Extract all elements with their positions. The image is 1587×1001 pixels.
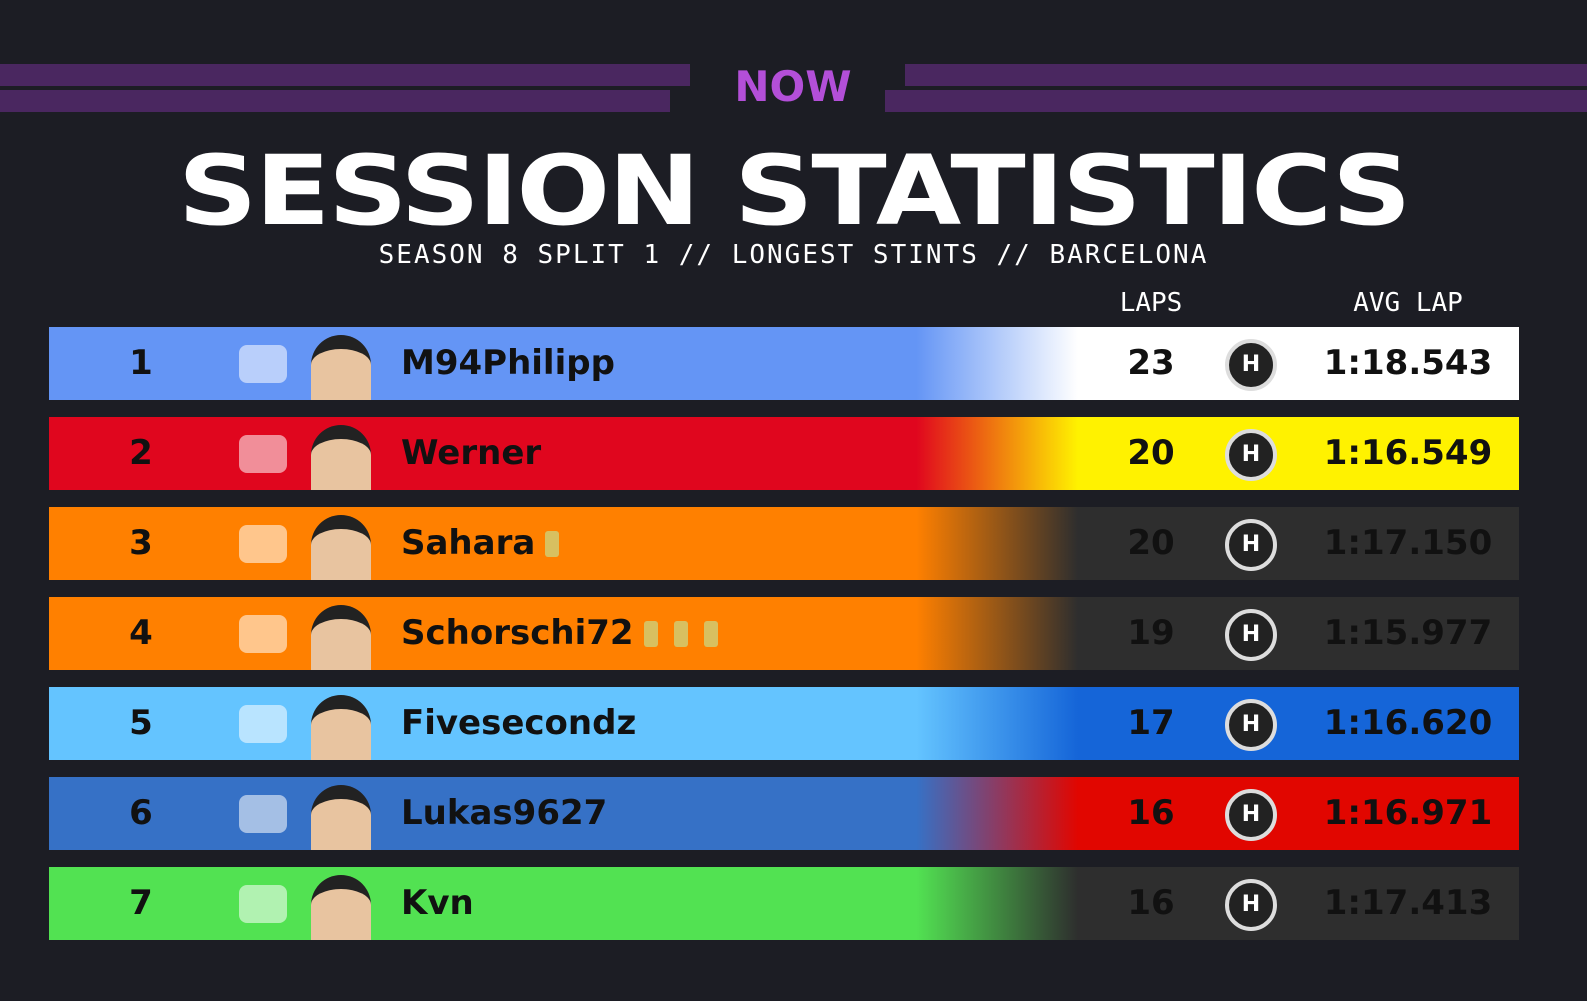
column-header: AVG LAP <box>1353 288 1463 318</box>
tyre-compound: H <box>1225 879 1277 931</box>
position: 4 <box>129 613 153 653</box>
avg-lap: 1:16.549 <box>1323 433 1493 473</box>
driver-avatar <box>311 875 371 940</box>
driver-avatar <box>311 695 371 760</box>
trophy-icon <box>545 531 559 557</box>
team-logo <box>239 435 287 473</box>
driver-name: Lukas9627 <box>401 793 608 833</box>
driver-name: Werner <box>401 433 542 473</box>
avg-lap: 1:17.413 <box>1323 883 1493 923</box>
team-logo <box>239 345 287 383</box>
tyre-compound: H <box>1225 789 1277 841</box>
column-header: LAPS <box>1119 288 1183 318</box>
trophy-icon <box>674 621 688 647</box>
header-band <box>905 64 1587 86</box>
header-band <box>0 90 670 112</box>
tyre-compound: H <box>1225 519 1277 571</box>
tyre-compound: H <box>1225 339 1277 391</box>
subtitle: SEASON 8 SPLIT 1 // LONGEST STINTS // BA… <box>378 240 1209 270</box>
team-logo <box>239 615 287 653</box>
position: 1 <box>129 343 153 383</box>
position: 7 <box>129 883 153 923</box>
avg-lap: 1:16.620 <box>1323 703 1493 743</box>
driver-name: Schorschi72 <box>401 613 634 653</box>
avg-lap: 1:16.971 <box>1323 793 1493 833</box>
trophy-icon <box>704 621 718 647</box>
team-logo <box>239 885 287 923</box>
standing-row: 2 Werner 20 H 1:16.549 <box>49 417 1519 490</box>
team-logo <box>239 525 287 563</box>
avg-lap: 1:18.543 <box>1323 343 1493 383</box>
header-band <box>0 64 690 86</box>
driver-avatar <box>311 605 371 670</box>
title: SESSION STATISTICS <box>177 135 1412 247</box>
laps: 20 <box>1127 433 1175 473</box>
driver-avatar <box>311 785 371 850</box>
position: 3 <box>129 523 153 563</box>
standing-row: 3 Sahara 20 H 1:17.150 <box>49 507 1519 580</box>
team-logo <box>239 705 287 743</box>
driver-avatar <box>311 515 371 580</box>
driver-name: Kvn <box>401 883 474 923</box>
laps: 17 <box>1127 703 1175 743</box>
laps: 16 <box>1127 883 1175 923</box>
tyre-compound: H <box>1225 609 1277 661</box>
driver-name: Fivesecondz <box>401 703 637 743</box>
driver-name: Sahara <box>401 523 536 563</box>
trophy-icon <box>644 621 658 647</box>
position: 5 <box>129 703 153 743</box>
tyre-compound: H <box>1225 699 1277 751</box>
standing-row: 4 Schorschi72 19 H 1:15.977 <box>49 597 1519 670</box>
avg-lap: 1:15.977 <box>1323 613 1493 653</box>
position: 6 <box>129 793 153 833</box>
position: 2 <box>129 433 153 473</box>
avg-lap: 1:17.150 <box>1323 523 1493 563</box>
laps: 23 <box>1127 343 1175 383</box>
laps: 19 <box>1127 613 1175 653</box>
team-logo <box>239 795 287 833</box>
standing-row: 1 M94Philipp 23 H 1:18.543 <box>49 327 1519 400</box>
tyre-compound: H <box>1225 429 1277 481</box>
standing-row: 5 Fivesecondz 17 H 1:16.620 <box>49 687 1519 760</box>
standing-row: 7 Kvn 16 H 1:17.413 <box>49 867 1519 940</box>
driver-avatar <box>311 335 371 400</box>
standing-row: 6 Lukas9627 16 H 1:16.971 <box>49 777 1519 850</box>
driver-name: M94Philipp <box>401 343 615 383</box>
laps: 20 <box>1127 523 1175 563</box>
header-band <box>885 90 1587 112</box>
laps: 16 <box>1127 793 1175 833</box>
logo: NOW <box>734 62 852 111</box>
driver-avatar <box>311 425 371 490</box>
